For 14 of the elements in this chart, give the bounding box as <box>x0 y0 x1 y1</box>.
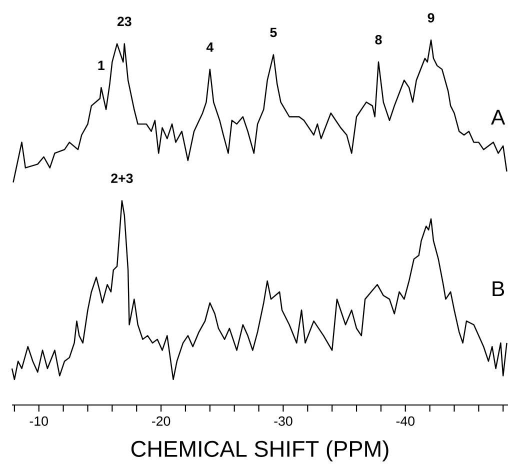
x-tick-label: -40 <box>396 416 414 426</box>
x-tick-label: -10 <box>30 416 48 426</box>
x-tick-label: -20 <box>152 416 170 426</box>
annotation: 4 <box>206 42 214 52</box>
annotation: 1 <box>98 60 105 70</box>
x-tick-label: -30 <box>274 416 292 426</box>
series-label: A <box>490 110 506 125</box>
annotation: 5 <box>270 28 277 38</box>
series-label: B <box>492 281 504 296</box>
annotation: 2+3 <box>111 174 133 184</box>
x-axis-title: CHEMICAL SHIFT (PPM) <box>131 440 388 462</box>
annotation: 8 <box>375 34 382 44</box>
annotation: 23 <box>117 16 132 26</box>
annotation: 9 <box>428 13 434 23</box>
